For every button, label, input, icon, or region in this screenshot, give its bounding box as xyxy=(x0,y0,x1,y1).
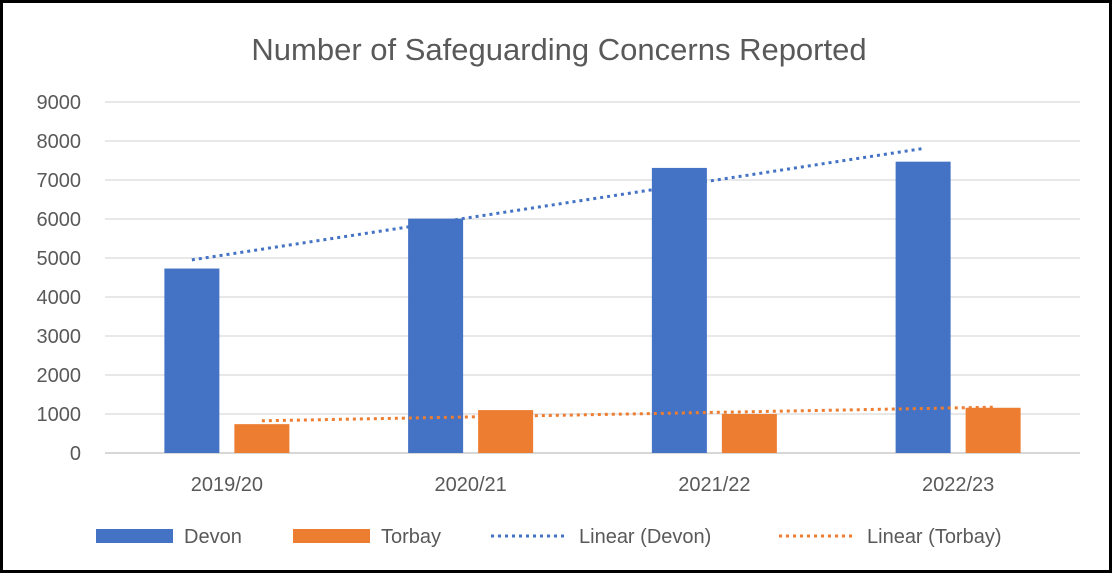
legend-label: Devon xyxy=(184,526,242,548)
y-tick-label: 3000 xyxy=(37,326,82,348)
x-tick-label: 2019/20 xyxy=(191,474,263,496)
y-tick-label: 6000 xyxy=(37,209,82,231)
y-axis-ticks: 0 1000 2000 3000 4000 5000 6000 7000 8000 9000 xyxy=(37,92,82,465)
bar-devon xyxy=(895,161,951,454)
legend-swatch-devon xyxy=(96,529,173,543)
bar-devon xyxy=(408,218,464,453)
gridlines xyxy=(105,101,1080,454)
legend-label: Linear (Torbay) xyxy=(867,526,1002,548)
trendlines xyxy=(191,147,994,423)
y-tick-label: 4000 xyxy=(37,287,82,309)
y-tick-label: 0 xyxy=(70,443,81,465)
x-tick-label: 2022/23 xyxy=(922,474,994,496)
bar-chart: Number of Safeguarding Concerns Reported… xyxy=(37,32,1080,548)
x-axis-ticks: 2019/20 2020/21 2021/22 2022/23 xyxy=(191,474,995,496)
x-tick-label: 2020/21 xyxy=(434,474,506,496)
bars xyxy=(164,161,1021,454)
y-tick-label: 9000 xyxy=(37,92,82,114)
legend-item: Torbay xyxy=(293,526,441,548)
legend-label: Linear (Devon) xyxy=(579,526,711,548)
legend-item: Linear (Torbay) xyxy=(779,526,1002,548)
y-tick-label: 7000 xyxy=(37,170,82,192)
trendline-torbay xyxy=(261,405,994,423)
legend-swatch-torbay xyxy=(293,529,370,543)
chart-title: Number of Safeguarding Concerns Reported xyxy=(251,32,866,67)
bar-devon xyxy=(164,268,220,453)
bar-torbay xyxy=(234,424,290,453)
bar-torbay xyxy=(721,414,777,453)
legend-label: Torbay xyxy=(381,526,441,548)
legend-item: Linear (Devon) xyxy=(491,526,711,548)
bar-devon xyxy=(651,167,707,453)
trendline-devon xyxy=(191,147,924,262)
x-tick-label: 2021/22 xyxy=(678,474,750,496)
y-tick-label: 1000 xyxy=(37,404,82,426)
legend-item: Devon xyxy=(96,526,242,548)
y-tick-label: 2000 xyxy=(37,365,82,387)
legend: Devon Torbay Linear (Devon) Linear (Torbay) xyxy=(96,526,1002,548)
y-tick-label: 5000 xyxy=(37,248,82,270)
y-tick-label: 8000 xyxy=(37,131,82,153)
bar-torbay xyxy=(965,407,1021,453)
